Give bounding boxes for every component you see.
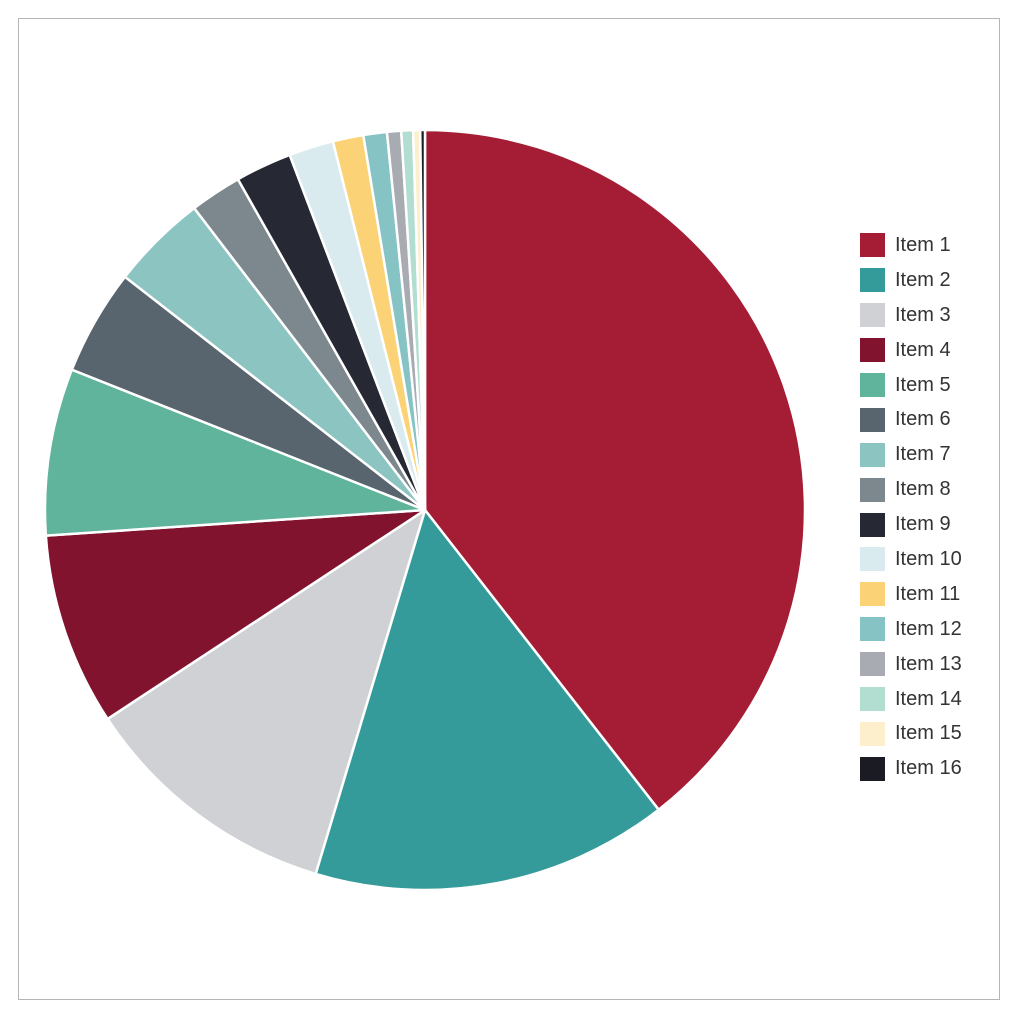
legend-swatch-icon	[860, 477, 885, 502]
legend: Item 1 Item 2 Item 3 Item 4 Item 5 Item …	[860, 228, 962, 786]
legend-label: Item 15	[895, 722, 962, 745]
legend-item-10: Item 10	[860, 542, 962, 577]
legend-swatch-icon	[860, 687, 885, 712]
legend-label: Item 13	[895, 652, 962, 675]
legend-label: Item 3	[895, 303, 951, 326]
legend-swatch-icon	[860, 373, 885, 397]
legend-label: Item 16	[895, 757, 962, 780]
legend-label: Item 1	[895, 233, 951, 256]
legend-swatch-icon	[860, 407, 885, 432]
pie-slice-item-4	[44, 508, 427, 721]
legend-item-1: Item 1	[860, 228, 962, 263]
legend-swatch-icon	[860, 652, 885, 677]
legend-item-11: Item 11	[860, 577, 962, 612]
legend-swatch-icon	[860, 442, 885, 467]
legend-label: Item 2	[895, 268, 951, 291]
legend-label: Item 12	[895, 617, 962, 640]
legend-item-6: Item 6	[860, 402, 962, 437]
legend-swatch-icon	[860, 547, 885, 572]
legend-swatch-icon	[860, 721, 885, 746]
pie-slice-item-2	[314, 508, 660, 892]
legend-item-13: Item 13	[860, 647, 962, 682]
legend-swatch-icon	[860, 303, 885, 328]
pie-slice-item-3	[106, 508, 427, 876]
legend-label: Item 6	[895, 408, 951, 431]
legend-swatch-icon	[860, 617, 885, 642]
legend-label: Item 7	[895, 443, 951, 466]
legend-item-2: Item 2	[860, 263, 962, 298]
pie-slice-item-16	[418, 128, 427, 512]
legend-item-9: Item 9	[860, 507, 962, 542]
legend-label: Item 8	[895, 478, 951, 501]
legend-swatch-icon	[860, 268, 885, 293]
pie-slice-item-5	[43, 368, 427, 537]
legend-label: Item 10	[895, 547, 962, 570]
legend-swatch-icon	[860, 756, 885, 781]
legend-label: Item 14	[895, 687, 962, 710]
legend-item-16: Item 16	[860, 751, 962, 786]
legend-item-4: Item 4	[860, 333, 962, 368]
legend-swatch-icon	[860, 233, 885, 258]
legend-item-14: Item 14	[860, 682, 962, 717]
legend-label: Item 5	[895, 373, 951, 396]
legend-item-3: Item 3	[860, 298, 962, 333]
legend-item-12: Item 12	[860, 612, 962, 647]
pie-slice-item-1	[423, 128, 807, 811]
legend-label: Item 11	[895, 582, 961, 605]
legend-item-5: Item 5	[860, 368, 962, 403]
legend-label: Item 4	[895, 338, 951, 361]
legend-label: Item 9	[895, 513, 951, 536]
legend-swatch-icon	[860, 582, 885, 607]
legend-swatch-icon	[860, 338, 885, 363]
legend-item-8: Item 8	[860, 472, 962, 507]
legend-swatch-icon	[860, 512, 885, 537]
pie-slices	[43, 128, 807, 892]
legend-item-7: Item 7	[860, 437, 962, 472]
legend-item-15: Item 15	[860, 716, 962, 751]
